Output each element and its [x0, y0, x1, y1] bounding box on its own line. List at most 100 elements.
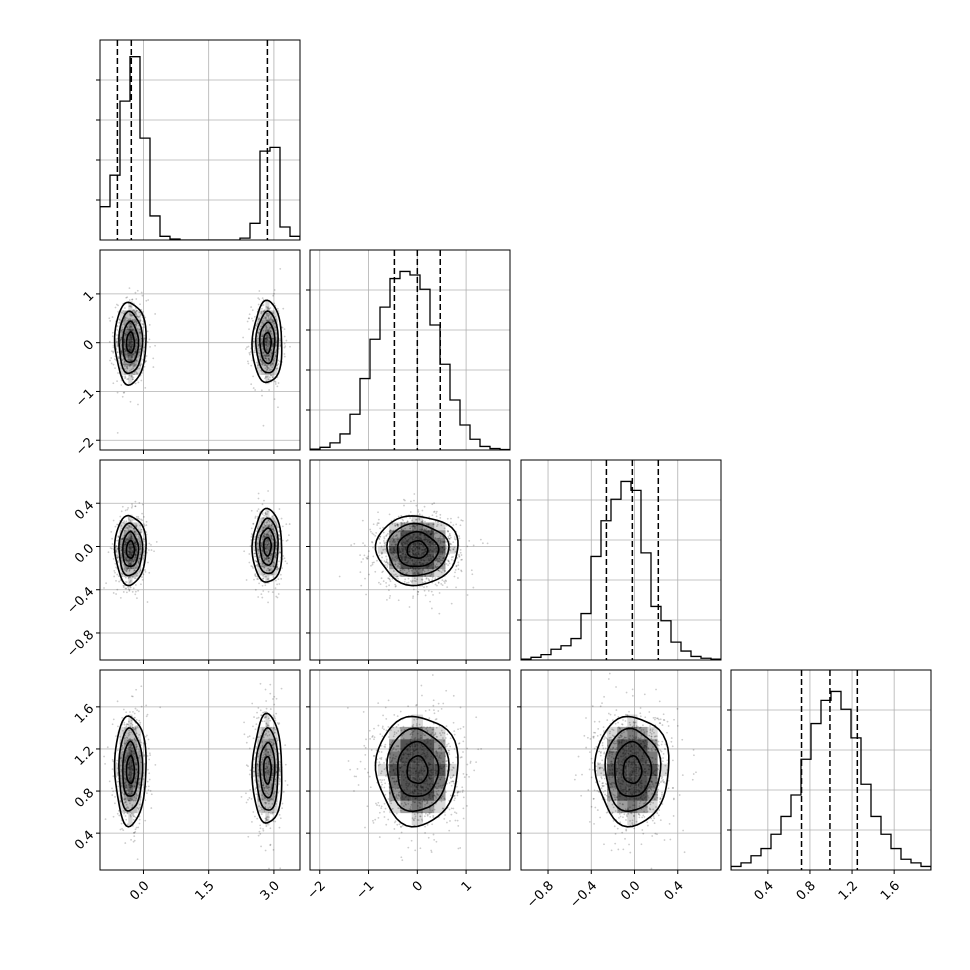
sample-point	[121, 729, 124, 732]
sample-point	[132, 812, 135, 815]
sample-point	[274, 554, 277, 557]
sample-point	[266, 748, 269, 751]
sample-point	[115, 579, 117, 582]
sample-point	[446, 517, 449, 520]
density-cell	[273, 788, 278, 801]
sample-point	[117, 536, 120, 539]
sample-point	[136, 574, 138, 577]
sample-point	[123, 368, 126, 370]
sample-point	[271, 802, 274, 805]
sample-point	[271, 756, 274, 759]
sample-point	[260, 312, 262, 315]
sample-point	[143, 334, 146, 337]
density-cell	[119, 751, 124, 764]
scatter-frame-3-0	[99, 669, 301, 871]
sample-point	[247, 345, 250, 348]
sample-point	[409, 527, 412, 530]
sample-point	[412, 595, 415, 598]
sample-point	[273, 565, 275, 568]
sample-point	[394, 563, 397, 566]
sample-point	[379, 583, 382, 585]
sample-point	[117, 575, 120, 578]
sample-point	[245, 792, 247, 795]
sample-point	[261, 794, 264, 797]
sample-point	[146, 713, 149, 716]
sample-point	[277, 578, 280, 581]
sample-point	[265, 711, 267, 713]
sample-point	[258, 290, 261, 292]
sample-point	[457, 577, 459, 579]
sample-point	[123, 801, 126, 804]
sample-point	[282, 555, 285, 557]
sample-point	[253, 716, 255, 718]
sample-point	[265, 825, 268, 828]
sample-point	[440, 583, 443, 585]
sample-point	[277, 382, 280, 384]
sample-point	[248, 317, 250, 320]
sample-point	[256, 364, 259, 367]
sample-point	[257, 352, 260, 354]
sample-point	[139, 303, 141, 306]
sample-point	[260, 845, 262, 848]
sample-point	[278, 780, 281, 783]
density-cell	[123, 538, 129, 546]
sample-point	[112, 815, 115, 818]
sample-point	[366, 557, 369, 560]
contour-line	[255, 310, 279, 374]
sample-point	[359, 571, 362, 574]
sample-point	[124, 377, 126, 380]
sample-point	[271, 516, 274, 518]
sample-point	[132, 561, 135, 563]
sample-point	[133, 569, 136, 572]
sample-point	[247, 835, 250, 838]
sample-point	[458, 553, 460, 556]
density-cell	[128, 538, 133, 546]
sample-point	[267, 789, 270, 791]
sample-point	[449, 542, 451, 545]
sample-point	[385, 561, 388, 564]
sample-point	[266, 734, 269, 737]
sample-point	[265, 569, 268, 572]
sample-point	[411, 519, 413, 522]
sample-point	[107, 551, 110, 554]
sample-point	[110, 547, 113, 550]
sample-point	[129, 318, 132, 320]
density-cell	[261, 550, 266, 559]
density-cell	[128, 561, 133, 570]
sample-point	[440, 707, 443, 710]
sample-point	[417, 510, 420, 513]
sample-point	[414, 518, 417, 521]
density-cell	[136, 538, 142, 546]
sample-point	[252, 766, 255, 769]
sample-point	[283, 346, 286, 349]
sample-point	[448, 532, 451, 535]
density-cell	[257, 726, 262, 740]
sample-point	[265, 732, 268, 735]
sample-point	[136, 327, 139, 330]
sample-point	[254, 815, 256, 818]
histogram-frame-1	[309, 249, 511, 451]
density-cell	[261, 319, 266, 329]
sample-point	[124, 363, 127, 366]
sample-point	[138, 311, 141, 314]
sample-point	[280, 517, 283, 520]
sample-point	[274, 357, 276, 360]
density-cell	[389, 538, 401, 546]
density-cell	[119, 739, 124, 752]
sample-point	[136, 565, 139, 567]
sample-point	[407, 581, 410, 584]
sample-point	[116, 557, 119, 560]
sample-point	[283, 342, 286, 345]
sample-point	[119, 800, 122, 803]
sample-point	[278, 534, 281, 536]
sample-point	[127, 734, 130, 737]
sample-point	[251, 702, 254, 705]
sample-point	[257, 331, 259, 334]
density-cell	[400, 538, 412, 546]
sample-point	[387, 562, 389, 565]
sample-point	[453, 546, 456, 549]
sample-point	[124, 842, 127, 844]
sample-point	[269, 326, 271, 329]
density-cell	[119, 328, 124, 339]
sample-point	[142, 538, 145, 540]
